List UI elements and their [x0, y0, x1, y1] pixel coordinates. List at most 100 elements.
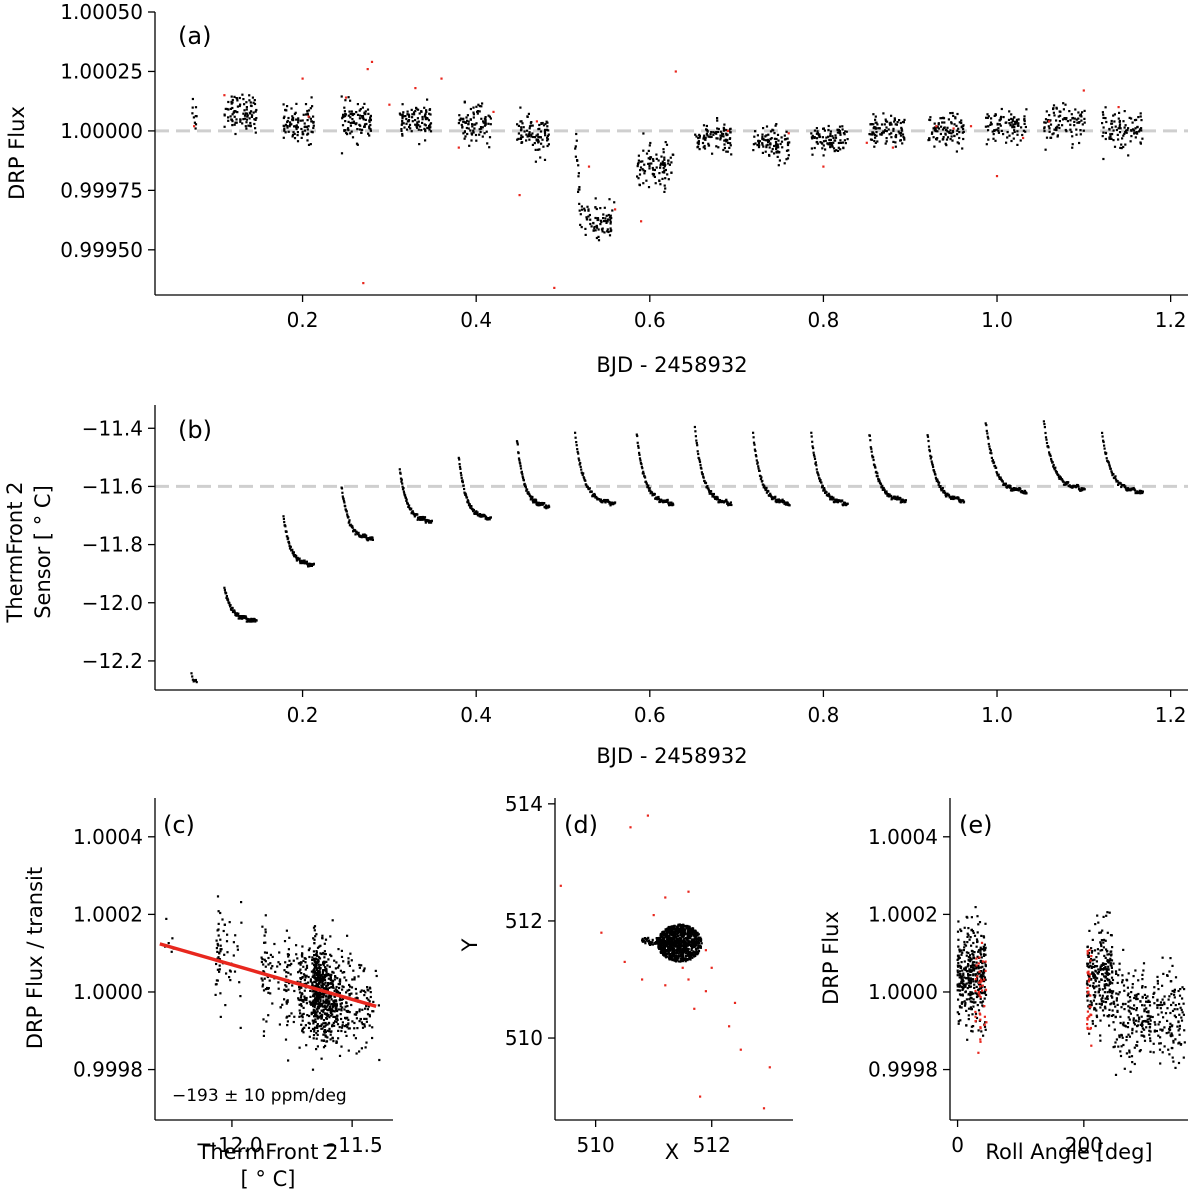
centroid-point [683, 928, 686, 931]
flux-point [993, 129, 996, 132]
flux-temperature-point [326, 988, 329, 991]
flux-point [466, 114, 469, 117]
flux-temperature-point [226, 951, 229, 954]
flux-point [834, 139, 837, 142]
flux-point [664, 163, 667, 166]
flux-point [311, 105, 314, 108]
x-ticks-a: 0.2 0.4 0.6 0.8 1.0 1.2 [287, 295, 1187, 332]
flux-point [599, 223, 602, 226]
temperature-point [928, 448, 931, 451]
centroid-point [686, 944, 689, 947]
temperature-point [371, 536, 374, 539]
flux-point [1069, 128, 1072, 131]
flux-temperature-point [317, 983, 320, 987]
flux-point [1013, 120, 1016, 123]
flux-temperature-point [314, 1018, 317, 1021]
temperature-point [1054, 466, 1057, 469]
flux-temperature-point [313, 1026, 317, 1029]
flux-point [753, 135, 756, 138]
temperature-point [876, 472, 879, 475]
centroid-point [692, 934, 695, 937]
y-tick-label-d: 510 [505, 1026, 543, 1050]
centroid-point [681, 949, 684, 952]
flux-point [476, 110, 479, 113]
flux-point [761, 133, 764, 136]
flux-point [776, 143, 779, 146]
flux-temperature-point [333, 989, 336, 992]
temperature-point [785, 503, 788, 506]
flux-temperature-point [312, 1022, 315, 1025]
temperature-point [927, 445, 931, 448]
flux-point [286, 105, 289, 108]
temperature-point [1114, 478, 1118, 481]
temperature-point [986, 435, 989, 438]
centroid-outlier [728, 1025, 731, 1028]
flux-point [990, 123, 993, 126]
flux-point [359, 108, 362, 111]
flux-temperature-point [286, 1020, 289, 1023]
flux-point [525, 133, 528, 136]
flux-point [480, 117, 483, 120]
centroid-point [676, 926, 679, 930]
flux-point [295, 102, 298, 105]
flux-point [344, 112, 347, 115]
flux-roll-point [961, 988, 964, 991]
temperature-point [580, 468, 583, 471]
temperature-point [834, 500, 837, 503]
temperature-point [544, 505, 547, 508]
flux-temperature-point [345, 1009, 348, 1013]
flux-temperature-point [317, 972, 320, 975]
flux-point [932, 136, 935, 139]
flux-temperature-point [260, 960, 263, 964]
flux-point [900, 126, 903, 129]
outlier-point [388, 103, 391, 106]
flux-point [1109, 133, 1112, 136]
flux-point [869, 138, 873, 141]
centroid-point [685, 926, 688, 929]
flux-point [902, 135, 905, 139]
flux-point [1048, 130, 1051, 133]
flux-point [307, 143, 311, 146]
centroid-outlier [641, 978, 644, 981]
flux-temperature-point [361, 1008, 364, 1011]
outlier-point [366, 68, 369, 71]
flux-temperature-point [322, 1001, 325, 1004]
centroid-point [668, 953, 671, 956]
x-tick-label-a: 1.2 [1155, 308, 1187, 332]
flux-point [769, 130, 773, 133]
flux-point [956, 133, 959, 136]
flux-temperature-point [303, 979, 306, 982]
temperature-point [521, 473, 524, 476]
flux-temperature-point [347, 1018, 350, 1021]
flux-temperature-point [284, 984, 287, 987]
flux-point [609, 214, 612, 217]
temperature-point [251, 618, 254, 621]
centroid-point [645, 939, 648, 942]
temperature-point [637, 444, 640, 447]
flux-point [761, 151, 764, 154]
centroid-point [681, 960, 684, 963]
flux-point [712, 133, 715, 136]
flux-temperature-point [340, 998, 343, 1001]
flux-temperature-point [327, 977, 330, 980]
flux-temperature-point [335, 1017, 338, 1020]
temperature-point [428, 521, 431, 524]
flux-point [774, 124, 777, 127]
flux-point [1000, 129, 1003, 132]
flux-point [309, 107, 312, 110]
flux-temperature-point [332, 1015, 335, 1018]
flux-temperature-point [318, 1025, 321, 1028]
flux-temperature-point [364, 1007, 367, 1010]
flux-point [787, 141, 790, 144]
temperature-point [342, 498, 345, 501]
flux-point [933, 145, 936, 148]
flux-point [1071, 143, 1074, 146]
flux-temperature-point [338, 999, 341, 1002]
centroid-point [685, 958, 688, 961]
centroid-outlier [681, 966, 684, 969]
centroid-point [700, 942, 703, 945]
flux-point [811, 134, 814, 137]
temperature-point [309, 562, 312, 565]
temperature-point [833, 501, 836, 504]
flux-temperature-point [301, 1030, 304, 1033]
